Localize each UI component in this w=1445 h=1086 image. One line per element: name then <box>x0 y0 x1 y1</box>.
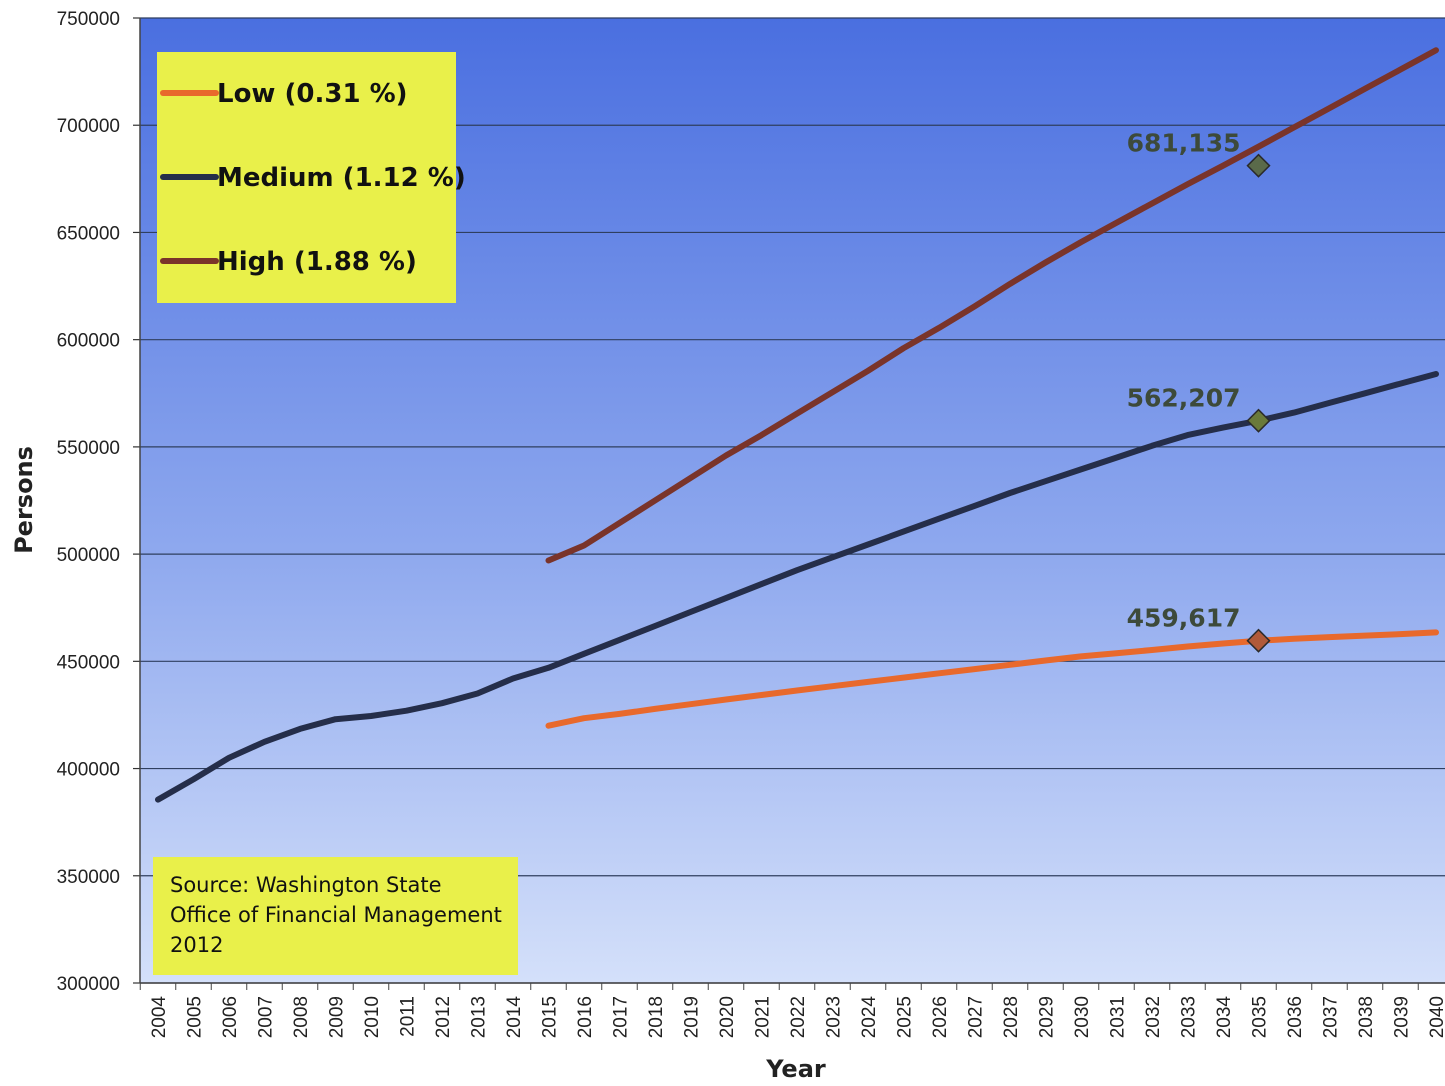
x-tick-label: 2033 <box>1179 996 1200 1038</box>
x-axis-tick-labels: 2004 2005 2006 2007 2008 2009 2010 2011 2012 2013… <box>149 996 1445 1039</box>
source-note-box <box>153 857 518 975</box>
x-tick-label: 2029 <box>1037 996 1058 1038</box>
x-tick-label: 2018 <box>646 996 667 1038</box>
annotation-markers: 681,135 562,207 459,617 <box>1127 129 1271 653</box>
x-tick-label: 2010 <box>362 996 383 1038</box>
x-tick-label: 2025 <box>895 996 916 1038</box>
y-tick-label: 350000 <box>57 867 120 888</box>
data-point-marker <box>1246 153 1271 178</box>
x-tick-label: 2039 <box>1392 996 1413 1038</box>
x-tick-label: 2036 <box>1285 996 1306 1038</box>
x-tick-label: 2021 <box>753 996 774 1038</box>
data-point-marker <box>1246 408 1271 433</box>
data-label: 681,135 <box>1127 129 1241 158</box>
x-tick-label: 2004 <box>149 996 170 1039</box>
source-note-line-1: Source: Washington State <box>170 873 442 897</box>
x-axis-title: Year <box>765 1055 826 1083</box>
x-tick-label: 2028 <box>1001 996 1022 1038</box>
series-line-low <box>545 629 1439 729</box>
y-tick-label: 300000 <box>57 974 120 995</box>
x-tick-label: 2030 <box>1072 996 1093 1038</box>
x-tick-label: 2035 <box>1250 996 1271 1038</box>
legend-label-low: Low (0.31 %) <box>217 79 408 109</box>
x-tick-label: 2022 <box>788 996 809 1038</box>
y-axis-tick-labels: 300000 350000 400000 450000 500000 550000 6000… <box>57 9 120 995</box>
data-point-marker <box>1246 628 1271 653</box>
x-tick-label: 2005 <box>185 996 206 1038</box>
y-tick-label: 550000 <box>57 438 120 459</box>
data-label: 459,617 <box>1127 604 1241 633</box>
x-tick-label: 2026 <box>930 996 951 1038</box>
y-tick-label: 650000 <box>57 223 120 244</box>
y-tick-label: 700000 <box>57 116 120 137</box>
x-tick-label: 2034 <box>1214 996 1235 1039</box>
legend-label-medium: Medium (1.12 %) <box>217 163 466 193</box>
x-tick-label: 2006 <box>220 996 241 1038</box>
x-tick-label: 2027 <box>966 996 987 1038</box>
x-tick-label: 2009 <box>327 996 348 1038</box>
series-lines <box>155 47 1439 803</box>
x-tick-label: 2023 <box>824 996 845 1038</box>
x-tick-label: 2014 <box>504 996 525 1039</box>
axes <box>139 18 1445 990</box>
x-tick-label: 2015 <box>540 996 561 1038</box>
x-tick-label: 2020 <box>717 996 738 1038</box>
series-line-high <box>545 47 1439 564</box>
x-tick-label: 2016 <box>575 996 596 1038</box>
x-tick-label: 2013 <box>469 996 490 1038</box>
y-tick-label: 400000 <box>57 760 120 781</box>
x-tick-label: 2031 <box>1108 996 1129 1038</box>
x-tick-label: 2037 <box>1321 996 1342 1038</box>
legend-label-high: High (1.88 %) <box>217 247 417 277</box>
x-tick-label: 2032 <box>1143 996 1164 1038</box>
x-tick-label: 2017 <box>611 996 632 1038</box>
x-tick-label: 2040 <box>1427 996 1445 1038</box>
y-tick-label: 750000 <box>57 9 120 30</box>
series-line-medium <box>155 371 1439 803</box>
x-tick-label: 2007 <box>256 996 277 1038</box>
y-tick-label: 500000 <box>57 545 120 566</box>
x-tick-label: 2011 <box>398 996 419 1037</box>
y-tick-label: 600000 <box>57 331 120 352</box>
data-label: 562,207 <box>1127 384 1241 413</box>
x-tick-label: 2038 <box>1356 996 1377 1038</box>
source-note-line-2: Office of Financial Management <box>170 903 502 927</box>
y-tick-label: 450000 <box>57 652 120 673</box>
x-tick-label: 2008 <box>291 996 312 1038</box>
x-tick-label: 2019 <box>682 996 703 1038</box>
legend: Low (0.31 %) Medium (1.12 %) High (1.88 … <box>157 52 466 303</box>
x-tick-label: 2012 <box>433 996 454 1038</box>
source-note-line-3: 2012 <box>170 933 223 957</box>
x-tick-label: 2024 <box>859 996 880 1039</box>
y-axis-title: Persons <box>10 446 38 554</box>
source-note: Source: Washington State Office of Finan… <box>153 857 518 975</box>
